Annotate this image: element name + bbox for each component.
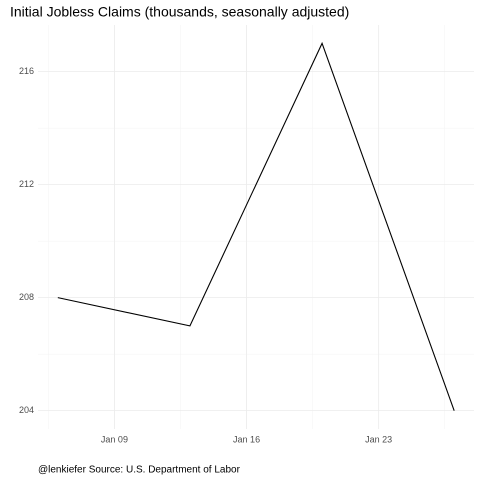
- y-tick-label: 212: [19, 179, 34, 189]
- y-tick-label: 216: [19, 66, 34, 76]
- y-tick-label: 204: [19, 405, 34, 415]
- y-tick-label: 208: [19, 292, 34, 302]
- x-tick-label: Jan 16: [233, 434, 260, 444]
- x-tick-label: Jan 23: [365, 434, 392, 444]
- line: [57, 41, 455, 411]
- x-tick-label: Jan 09: [101, 434, 128, 444]
- caption: @lenkiefer Source: U.S. Department of La…: [38, 465, 241, 476]
- chart-title: Initial Jobless Claims (thousands, seaso…: [10, 4, 349, 20]
